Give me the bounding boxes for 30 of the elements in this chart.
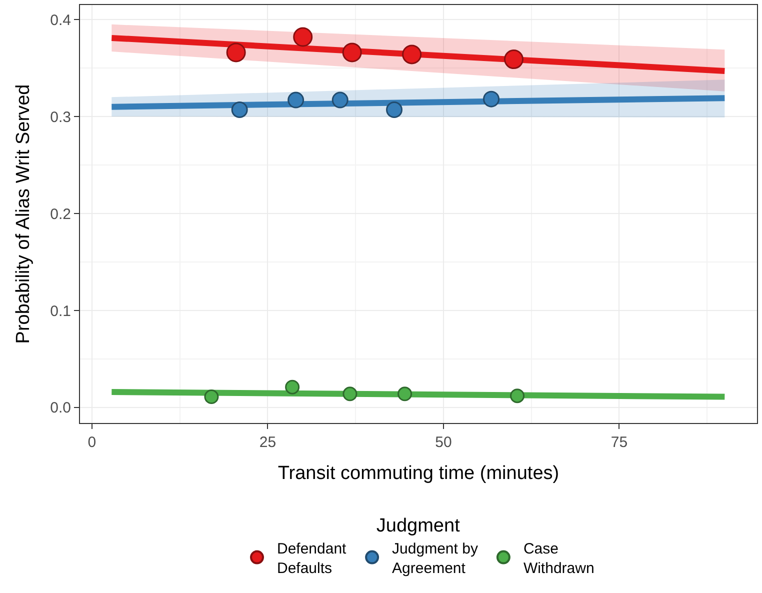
y-axis-title: Probability of Alias Writ Served — [12, 84, 34, 344]
x-axis-title: Transit commuting time (minutes) — [278, 462, 560, 484]
point — [398, 386, 412, 402]
point — [231, 101, 248, 118]
point — [342, 386, 358, 402]
point — [342, 42, 362, 62]
point — [510, 388, 525, 404]
y-tick-label: 0.4 — [50, 12, 71, 29]
x-tick-label: 25 — [259, 434, 276, 451]
point — [204, 390, 219, 404]
point — [483, 90, 500, 108]
point — [386, 101, 402, 118]
x-tick-label: 50 — [435, 434, 452, 451]
x-tick-label: 0 — [88, 434, 96, 451]
x-tick-label: 75 — [610, 434, 628, 451]
legend-title: Judgment — [376, 515, 461, 536]
y-tick-label: 0.1 — [50, 302, 71, 320]
legend-label: Defendant Defaults — [277, 540, 348, 577]
point — [285, 380, 300, 394]
point — [288, 92, 304, 108]
point — [504, 50, 524, 70]
point — [293, 27, 313, 47]
point — [402, 44, 422, 64]
y-tick-label: 0.0 — [50, 400, 71, 417]
point — [332, 92, 348, 108]
point — [226, 42, 246, 62]
y-tick-label: 0.3 — [50, 108, 71, 126]
legend-label: Case Withdrawn — [523, 540, 594, 577]
legend-label: Judgment by Agreement — [392, 540, 478, 577]
y-tick-label: 0.2 — [50, 206, 71, 223]
